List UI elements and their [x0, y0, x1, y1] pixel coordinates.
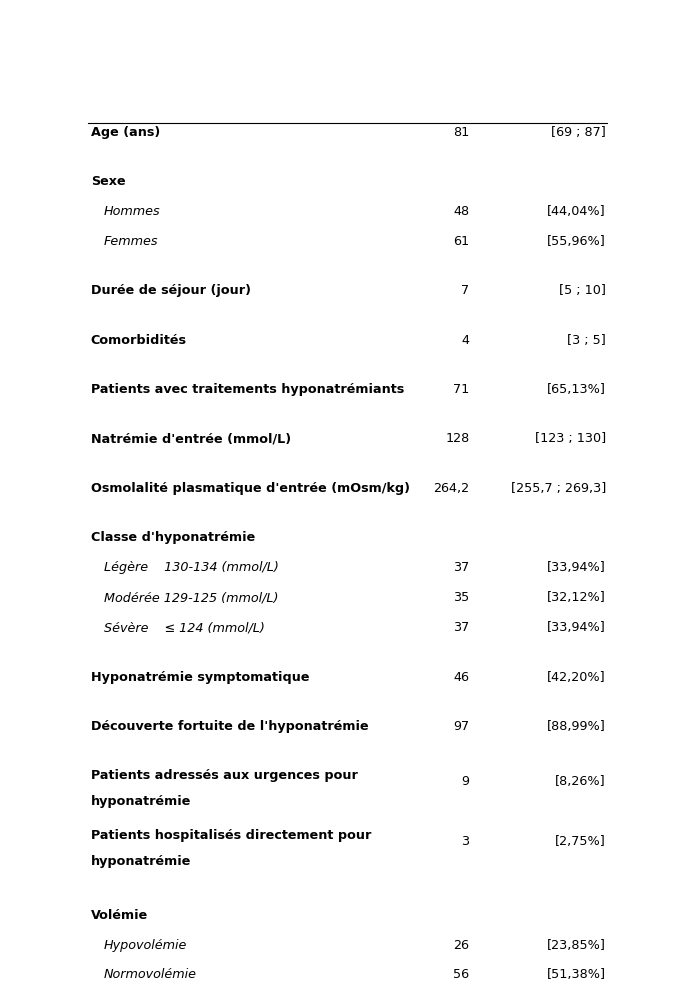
- Text: Durée de séjour (jour): Durée de séjour (jour): [91, 284, 251, 297]
- Text: [65,13%]: [65,13%]: [547, 383, 606, 396]
- Text: Volémie: Volémie: [91, 908, 148, 921]
- Text: Classe d'hyponatrémie: Classe d'hyponatrémie: [91, 531, 255, 544]
- Text: 81: 81: [454, 126, 470, 139]
- Text: [32,12%]: [32,12%]: [547, 591, 606, 604]
- Text: Age (ans): Age (ans): [91, 126, 160, 139]
- Text: Patients hospitalisés directement pour: Patients hospitalisés directement pour: [91, 829, 371, 842]
- Text: [23,85%]: [23,85%]: [547, 938, 606, 951]
- Text: Patients avec traitements hyponatrémiants: Patients avec traitements hyponatrémiant…: [91, 383, 404, 396]
- Text: 48: 48: [454, 205, 470, 218]
- Text: 3: 3: [462, 834, 470, 847]
- Text: [44,04%]: [44,04%]: [547, 205, 606, 218]
- Text: 61: 61: [454, 235, 470, 248]
- Text: 26: 26: [454, 938, 470, 951]
- Text: 4: 4: [462, 333, 470, 346]
- Text: 71: 71: [454, 383, 470, 396]
- Text: Osmolalité plasmatique d'entrée (mOsm/kg): Osmolalité plasmatique d'entrée (mOsm/kg…: [91, 482, 410, 495]
- Text: Légère    130-134 (mmol/L): Légère 130-134 (mmol/L): [104, 561, 279, 574]
- Text: [42,20%]: [42,20%]: [547, 671, 606, 684]
- Text: 97: 97: [454, 720, 470, 733]
- Text: 7: 7: [462, 284, 470, 297]
- Text: Sexe: Sexe: [91, 175, 126, 188]
- Text: [5 ; 10]: [5 ; 10]: [559, 284, 606, 297]
- Text: Modérée 129-125 (mmol/L): Modérée 129-125 (mmol/L): [104, 591, 279, 604]
- Text: Découverte fortuite de l'hyponatrémie: Découverte fortuite de l'hyponatrémie: [91, 720, 368, 733]
- Text: Patients adressés aux urgences pour: Patients adressés aux urgences pour: [91, 769, 358, 782]
- Text: 9: 9: [462, 774, 470, 787]
- Text: 37: 37: [454, 561, 470, 574]
- Text: hyponatrémie: hyponatrémie: [91, 854, 191, 867]
- Text: Hyponatrémie symptomatique: Hyponatrémie symptomatique: [91, 671, 310, 684]
- Text: [88,99%]: [88,99%]: [547, 720, 606, 733]
- Text: [55,96%]: [55,96%]: [547, 235, 606, 248]
- Text: Hommes: Hommes: [104, 205, 160, 218]
- Text: 37: 37: [454, 621, 470, 634]
- Text: Femmes: Femmes: [104, 235, 158, 248]
- Text: [69 ; 87]: [69 ; 87]: [551, 126, 606, 139]
- Text: [8,26%]: [8,26%]: [555, 774, 606, 787]
- Text: [3 ; 5]: [3 ; 5]: [567, 333, 606, 346]
- Text: Comorbidités: Comorbidités: [91, 333, 187, 346]
- Text: 128: 128: [445, 432, 470, 445]
- Text: [123 ; 130]: [123 ; 130]: [535, 432, 606, 445]
- Text: 56: 56: [454, 968, 470, 981]
- Text: Hypovolémie: Hypovolémie: [104, 938, 187, 951]
- Text: 46: 46: [454, 671, 470, 684]
- Text: Normovolémie: Normovolémie: [104, 968, 197, 981]
- Text: [51,38%]: [51,38%]: [547, 968, 606, 981]
- Text: Sévère    ≤ 124 (mmol/L): Sévère ≤ 124 (mmol/L): [104, 621, 265, 634]
- Text: [2,75%]: [2,75%]: [555, 834, 606, 847]
- Text: hyponatrémie: hyponatrémie: [91, 794, 191, 807]
- Text: Natrémie d'entrée (mmol/L): Natrémie d'entrée (mmol/L): [91, 432, 291, 445]
- Text: [33,94%]: [33,94%]: [547, 561, 606, 574]
- Text: [255,7 ; 269,3]: [255,7 ; 269,3]: [510, 482, 606, 495]
- Text: 35: 35: [454, 591, 470, 604]
- Text: [33,94%]: [33,94%]: [547, 621, 606, 634]
- Text: 264,2: 264,2: [433, 482, 470, 495]
